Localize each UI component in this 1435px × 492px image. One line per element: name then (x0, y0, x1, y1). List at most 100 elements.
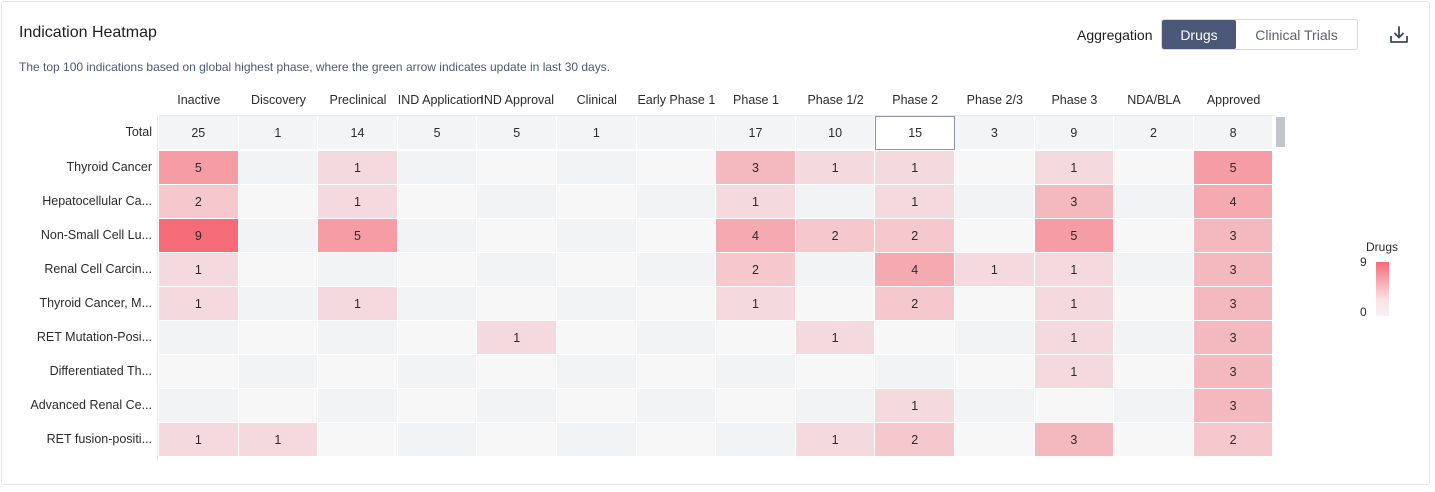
heatmap-cell[interactable] (637, 253, 717, 287)
row-label[interactable]: Thyroid Cancer (2, 160, 152, 174)
total-cell[interactable]: 9 (1035, 116, 1115, 150)
heatmap-cell[interactable]: 3 (1194, 253, 1274, 287)
row-label[interactable]: RET fusion-positi... (2, 432, 152, 446)
heatmap-cell[interactable] (716, 321, 796, 355)
heatmap-cell[interactable] (398, 219, 478, 253)
total-cell[interactable]: 17 (716, 116, 796, 150)
heatmap-cell[interactable] (955, 321, 1035, 355)
heatmap-cell[interactable] (637, 321, 717, 355)
heatmap-cell[interactable] (955, 389, 1035, 423)
total-cell[interactable]: 15 (875, 116, 955, 150)
heatmap-cell[interactable] (477, 185, 557, 219)
heatmap-cell[interactable] (557, 355, 637, 389)
heatmap-cell[interactable]: 1 (1035, 151, 1115, 185)
heatmap-cell[interactable]: 2 (1194, 423, 1274, 457)
heatmap-cell[interactable]: 1 (955, 253, 1035, 287)
heatmap-cell[interactable] (398, 151, 478, 185)
total-cell[interactable]: 2 (1114, 116, 1194, 150)
heatmap-cell[interactable] (1114, 151, 1194, 185)
download-icon[interactable] (1388, 24, 1410, 46)
heatmap-cell[interactable] (1114, 253, 1194, 287)
heatmap-cell[interactable] (398, 389, 478, 423)
heatmap-cell[interactable]: 2 (159, 185, 239, 219)
heatmap-cell[interactable]: 1 (716, 287, 796, 321)
heatmap-cell[interactable] (796, 287, 876, 321)
heatmap-cell[interactable]: 2 (875, 287, 955, 321)
heatmap-cell[interactable]: 3 (1035, 185, 1115, 219)
heatmap-cell[interactable] (875, 355, 955, 389)
heatmap-cell[interactable] (318, 321, 398, 355)
heatmap-cell[interactable]: 5 (1194, 151, 1274, 185)
heatmap-cell[interactable] (477, 355, 557, 389)
heatmap-cell[interactable]: 2 (875, 219, 955, 253)
heatmap-cell[interactable] (477, 287, 557, 321)
heatmap-cell[interactable]: 2 (796, 219, 876, 253)
row-label[interactable]: RET Mutation-Posi... (2, 330, 152, 344)
heatmap-cell[interactable] (955, 151, 1035, 185)
heatmap-cell[interactable] (239, 253, 319, 287)
heatmap-cell[interactable] (477, 423, 557, 457)
total-cell[interactable]: 5 (398, 116, 478, 150)
heatmap-cell[interactable]: 4 (1194, 185, 1274, 219)
row-label[interactable]: Hepatocellular Ca... (2, 194, 152, 208)
heatmap-cell[interactable] (557, 219, 637, 253)
heatmap-cell[interactable] (637, 389, 717, 423)
heatmap-cell[interactable]: 1 (716, 185, 796, 219)
heatmap-cell[interactable]: 1 (875, 151, 955, 185)
heatmap-cell[interactable] (477, 389, 557, 423)
total-cell[interactable]: 1 (557, 116, 637, 150)
vertical-scrollbar[interactable] (1276, 117, 1285, 147)
total-cell[interactable]: 5 (477, 116, 557, 150)
heatmap-cell[interactable] (1114, 219, 1194, 253)
total-cell[interactable]: 8 (1194, 116, 1274, 150)
heatmap-cell[interactable]: 1 (239, 423, 319, 457)
row-label[interactable]: Advanced Renal Ce... (2, 398, 152, 412)
heatmap-cell[interactable] (239, 219, 319, 253)
heatmap-cell[interactable] (637, 355, 717, 389)
heatmap-cell[interactable] (796, 355, 876, 389)
heatmap-cell[interactable] (1114, 389, 1194, 423)
heatmap-cell[interactable] (716, 389, 796, 423)
heatmap-cell[interactable]: 3 (1194, 355, 1274, 389)
total-cell[interactable]: 25 (159, 116, 239, 150)
heatmap-cell[interactable]: 2 (716, 253, 796, 287)
row-label[interactable]: Non-Small Cell Lu... (2, 228, 152, 242)
heatmap-cell[interactable]: 1 (477, 321, 557, 355)
heatmap-cell[interactable] (1114, 355, 1194, 389)
heatmap-cell[interactable] (239, 185, 319, 219)
heatmap-cell[interactable] (398, 423, 478, 457)
heatmap-cell[interactable] (637, 287, 717, 321)
heatmap-cell[interactable]: 1 (1035, 253, 1115, 287)
heatmap-cell[interactable] (159, 321, 239, 355)
heatmap-cell[interactable]: 1 (318, 287, 398, 321)
heatmap-cell[interactable] (1114, 287, 1194, 321)
heatmap-cell[interactable] (557, 151, 637, 185)
heatmap-cell[interactable] (557, 253, 637, 287)
heatmap-cell[interactable] (1114, 423, 1194, 457)
heatmap-cell[interactable] (796, 253, 876, 287)
row-label[interactable]: Differentiated Th... (2, 364, 152, 378)
heatmap-cell[interactable] (477, 151, 557, 185)
heatmap-cell[interactable] (1035, 389, 1115, 423)
heatmap-cell[interactable] (557, 321, 637, 355)
heatmap-cell[interactable] (159, 389, 239, 423)
heatmap-cell[interactable]: 3 (1194, 287, 1274, 321)
heatmap-cell[interactable]: 1 (796, 151, 876, 185)
heatmap-cell[interactable]: 5 (318, 219, 398, 253)
heatmap-cell[interactable]: 3 (1194, 219, 1274, 253)
heatmap-cell[interactable]: 4 (716, 219, 796, 253)
heatmap-cell[interactable] (318, 253, 398, 287)
heatmap-cell[interactable] (716, 355, 796, 389)
heatmap-cell[interactable] (637, 151, 717, 185)
heatmap-cell[interactable] (239, 389, 319, 423)
total-cell[interactable]: 14 (318, 116, 398, 150)
heatmap-cell[interactable] (159, 355, 239, 389)
heatmap-cell[interactable] (955, 287, 1035, 321)
heatmap-cell[interactable]: 1 (1035, 321, 1115, 355)
heatmap-cell[interactable]: 1 (318, 151, 398, 185)
heatmap-cell[interactable]: 3 (1194, 321, 1274, 355)
heatmap-cell[interactable] (955, 423, 1035, 457)
heatmap-cell[interactable]: 1 (318, 185, 398, 219)
heatmap-cell[interactable] (239, 151, 319, 185)
heatmap-cell[interactable] (239, 287, 319, 321)
